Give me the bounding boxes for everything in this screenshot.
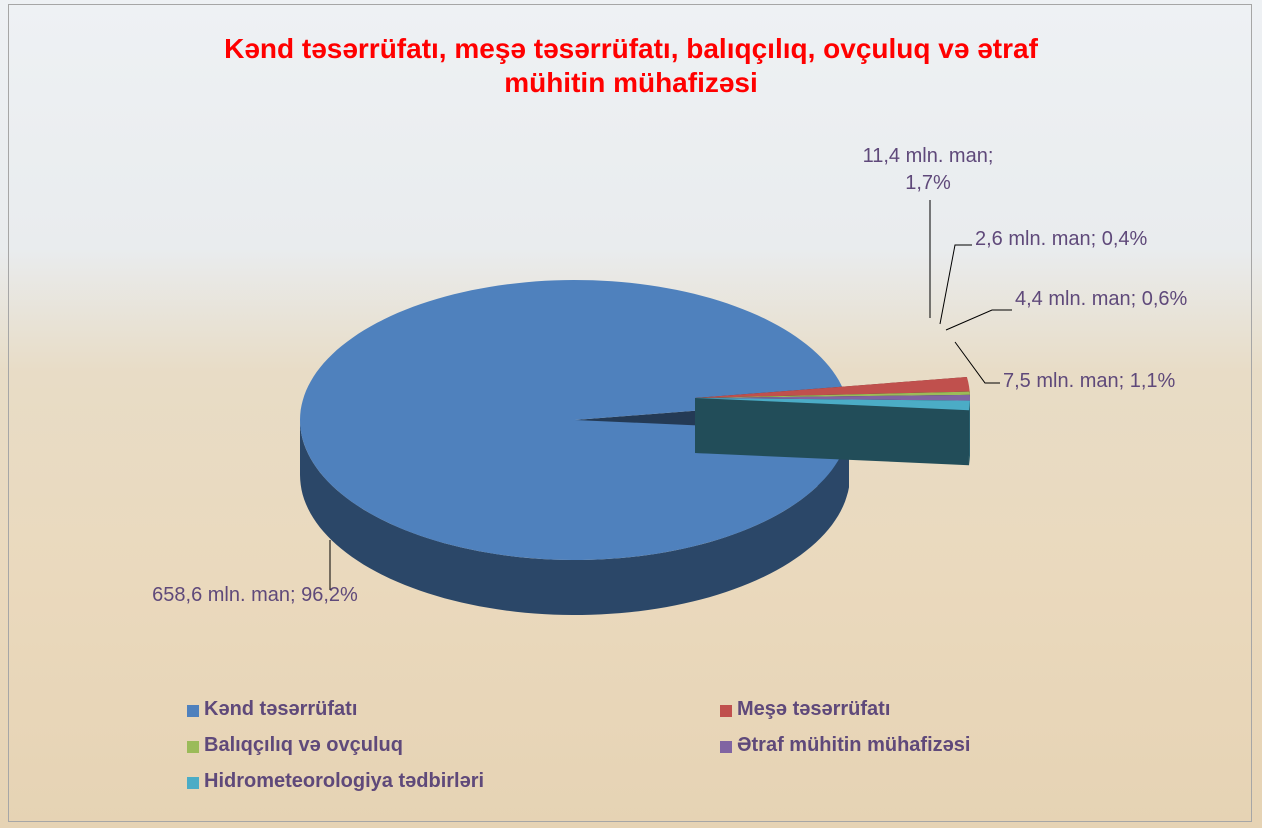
legend-entry: Ətraf mühitin mühafizəsi xyxy=(737,734,970,757)
legend-swatch xyxy=(187,777,199,789)
legend-swatch xyxy=(187,705,199,717)
chart: Kənd təsərrüfatı, meşə təsərrüfatı, balı… xyxy=(0,0,1262,828)
legend-swatch xyxy=(187,741,199,753)
legend-entry: Kənd təsərrüfatı xyxy=(204,698,357,721)
data-label: 7,5 mln. man; 1,1% xyxy=(1003,368,1175,395)
pie-plot xyxy=(0,0,1262,828)
legend-entry: Meşə təsərrüfatı xyxy=(737,698,890,721)
data-label: 4,4 mln. man; 0,6% xyxy=(1015,286,1187,313)
leader-line xyxy=(940,245,972,324)
data-label: 658,6 mln. man; 96,2% xyxy=(150,582,360,609)
leader-line xyxy=(955,342,1000,383)
data-label: 11,4 mln. man; 1,7% xyxy=(838,143,1018,197)
data-label: 2,6 mln. man; 0,4% xyxy=(975,226,1147,253)
chart-title: Kənd təsərrüfatı, meşə təsərrüfatı, balı… xyxy=(216,32,1046,100)
legend-swatch xyxy=(720,705,732,717)
slice-wall xyxy=(969,401,970,466)
legend-entry: Balıqçılıq və ovçuluq xyxy=(204,734,403,757)
legend-swatch xyxy=(720,741,732,753)
leader-line xyxy=(946,310,1012,330)
legend-entry: Hidrometeorologiya tədbirləri xyxy=(204,770,484,793)
